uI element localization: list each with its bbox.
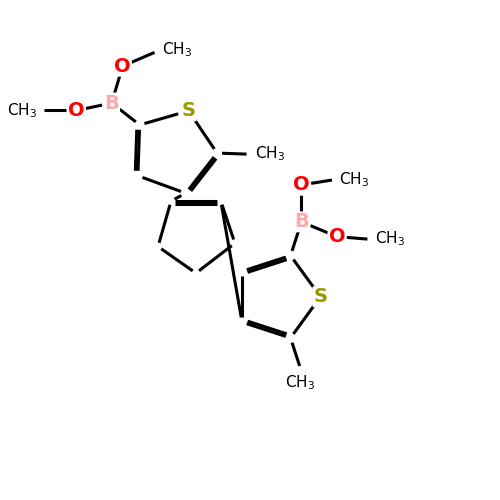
Text: S: S [182, 102, 196, 120]
Text: O: O [114, 56, 131, 76]
Text: S: S [314, 288, 328, 306]
Text: CH$_3$: CH$_3$ [7, 101, 37, 120]
Text: CH$_3$: CH$_3$ [375, 230, 405, 248]
Text: CH$_3$: CH$_3$ [256, 145, 286, 164]
Text: B: B [294, 212, 309, 232]
Text: B: B [104, 94, 119, 112]
Text: CH$_3$: CH$_3$ [340, 170, 370, 190]
Text: O: O [328, 227, 345, 246]
Text: O: O [68, 101, 84, 120]
Text: O: O [293, 176, 310, 195]
Text: CH$_3$: CH$_3$ [162, 40, 192, 60]
Text: CH$_3$: CH$_3$ [284, 374, 314, 392]
